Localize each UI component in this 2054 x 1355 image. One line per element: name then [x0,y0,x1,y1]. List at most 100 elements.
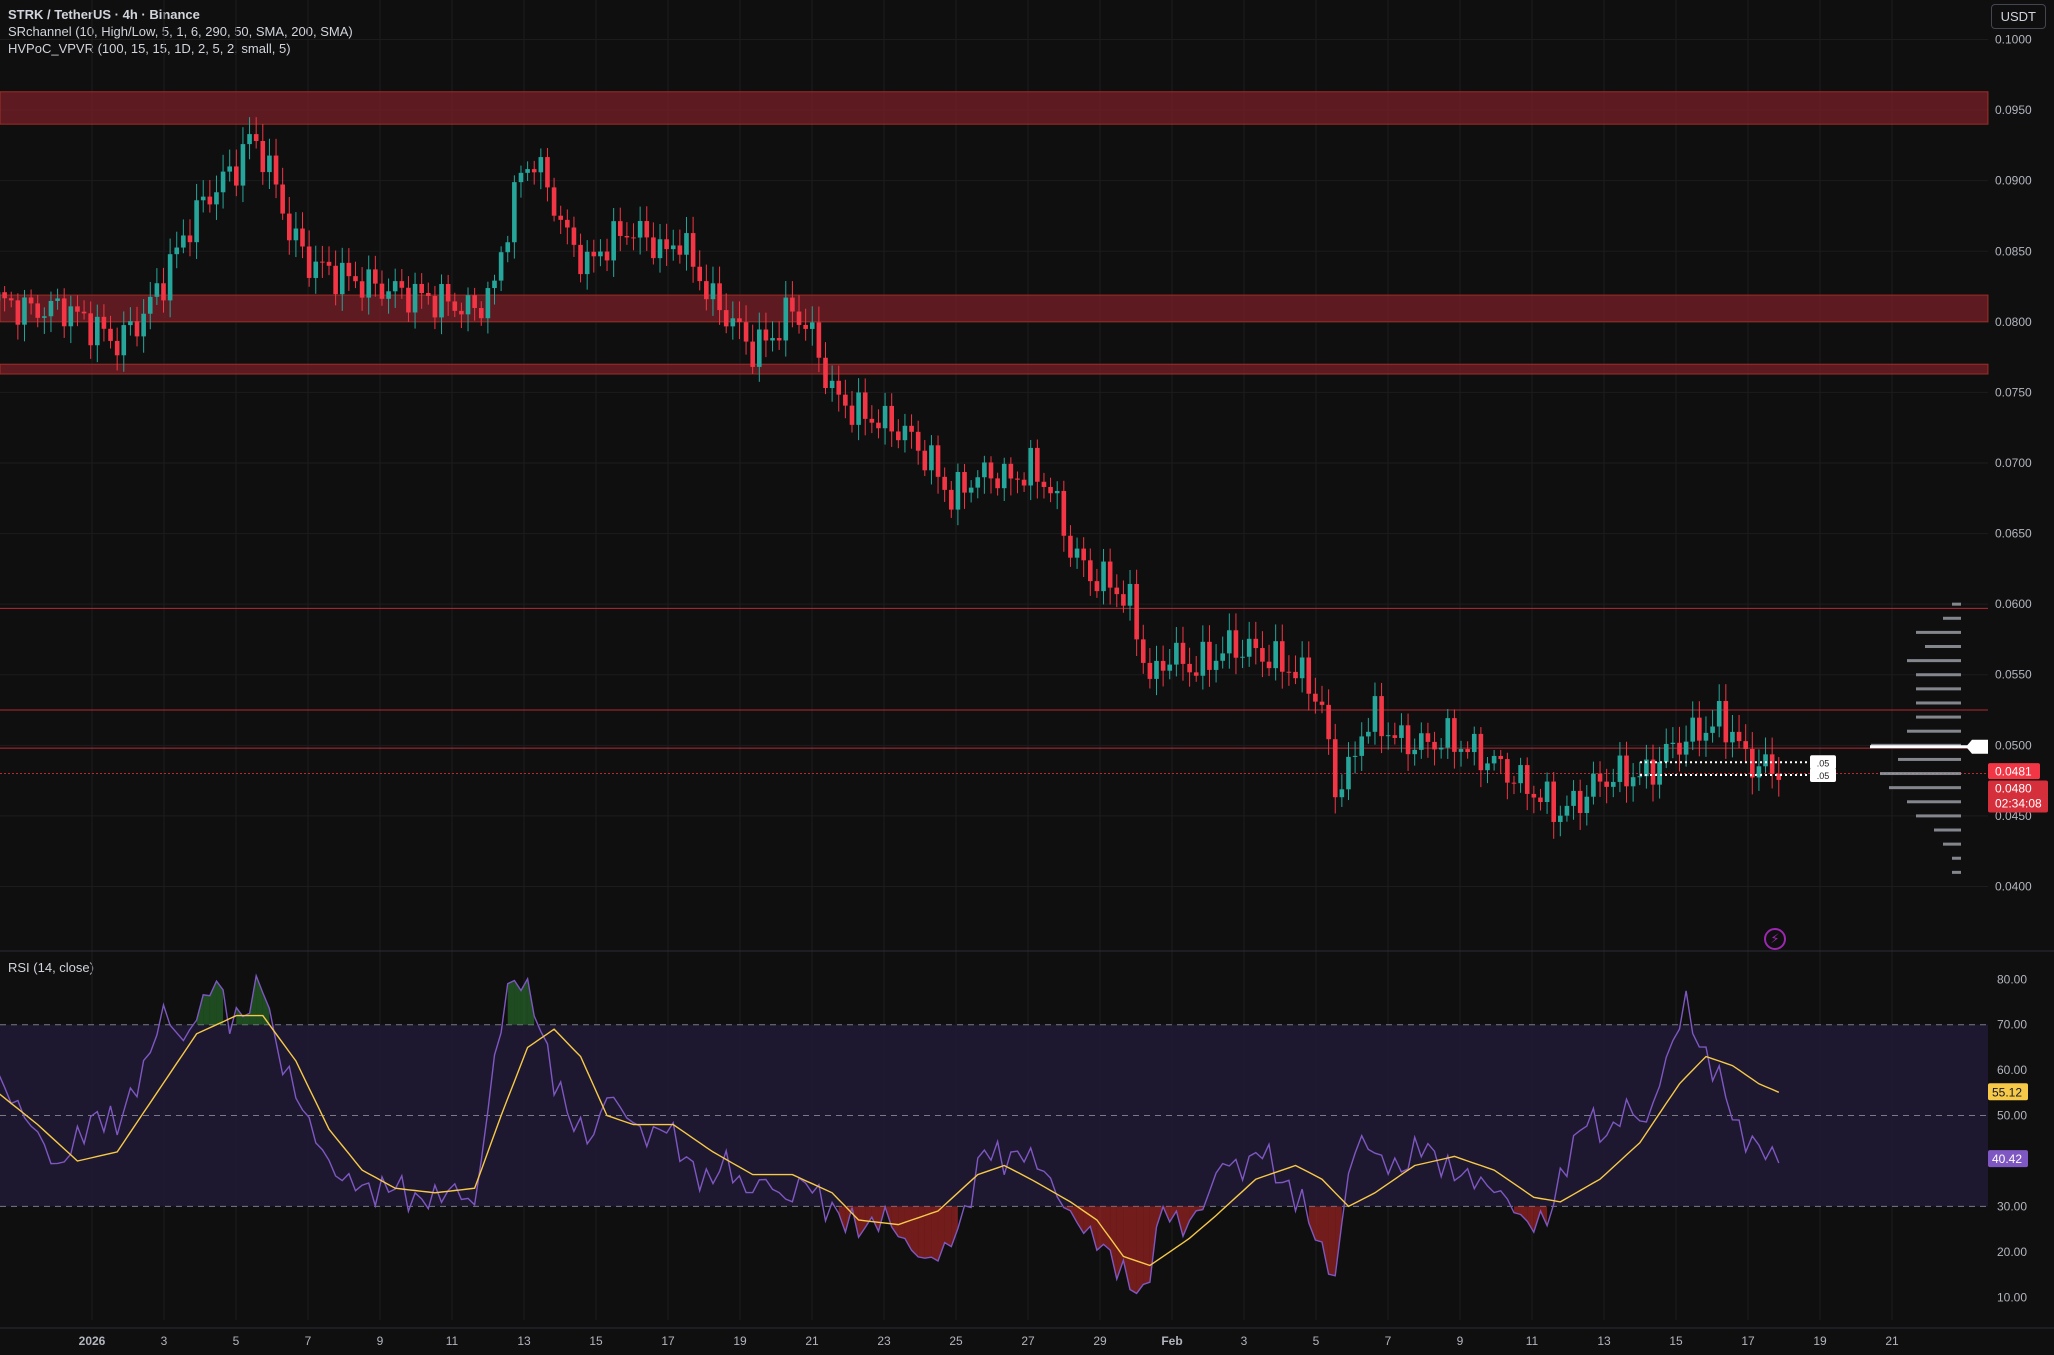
srchannel-indicator-label[interactable]: SRchannel (10, High/Low, 5, 1, 6, 290, 5… [8,24,353,39]
candle-body [1001,463,1007,489]
poc-marker [1966,739,1988,754]
candle-body [1094,581,1100,592]
candle-body [386,291,391,299]
candle-body [1180,642,1186,664]
lightning-icon[interactable]: ⚡ [1764,928,1786,950]
candle-body [770,338,775,341]
candle-body [306,246,312,278]
candle-body [1293,671,1298,679]
rsi-oversold-fill [931,1206,939,1261]
candle-body [247,134,252,145]
candle-body [1564,805,1570,816]
rsi-oversold-fill [1096,1206,1104,1251]
candle-body [763,329,769,341]
symbol-title[interactable]: STRK / TetherUS · 4h · Binance [8,7,200,22]
candle-body [1061,490,1067,536]
candle-body [1465,749,1470,753]
candle-body [604,251,610,261]
rsi-tick-label: 30.00 [1997,1199,2027,1213]
price-tick-label: 0.0400 [1995,879,2032,893]
candle-body [1419,733,1424,750]
volume-profile-bar [1916,814,1961,818]
candle-body [1604,781,1609,787]
hvpoc-indicator-label[interactable]: HVPoC_VPVR (100, 15, 15, 1D, 2, 5, 2, sm… [8,41,291,56]
candle-body [591,251,597,257]
candle-body [320,261,325,263]
rsi-line [0,973,1780,1295]
candle-body [1240,656,1245,658]
time-tick-label: 5 [233,1334,240,1348]
candle-body [1074,548,1080,558]
candle-body [1663,743,1669,763]
candle-body [1359,736,1365,756]
rsi-ma-line [0,1014,1780,1267]
candle-body [1121,594,1126,606]
candle-body [253,134,259,141]
price-tick-label: 0.0550 [1995,668,2032,682]
candle-body [1392,735,1398,738]
candle-body [1730,731,1735,743]
candle-body [1538,797,1543,803]
candle-body [525,169,530,173]
candle-body [42,316,47,318]
candle-body [1167,664,1173,671]
candle-body [862,392,868,419]
candle-body [1227,630,1232,654]
candle-body [664,239,669,250]
candle-body [339,262,345,295]
rsi-value: 40.42 [1992,1152,2022,1166]
rsi-ma-value: 55.12 [1992,1085,2022,1099]
candle-body [472,295,477,309]
candle-body [379,283,385,299]
candle-body [1088,560,1093,582]
candle-body [1187,663,1192,673]
candle-body [1610,781,1616,787]
candle-body [2,292,7,299]
candle-body [1677,742,1682,755]
last-price-label: 0.0481 [1995,765,2032,779]
candle-body [1584,796,1590,814]
hvpoc-markers: .05.05 [1640,755,1836,782]
candle-body [28,297,34,304]
rsi-oversold-fill [944,1206,952,1247]
candle-body [717,283,722,311]
candle-body [1617,755,1623,782]
rsi-oversold-fill [904,1206,912,1251]
rsi-oversold-fill [871,1206,879,1232]
time-tick-label: 21 [1885,1334,1899,1348]
volume-profile-bar [1943,616,1961,620]
candle-body [505,242,511,253]
volume-profile-bar [1916,715,1961,719]
rsi-legend[interactable]: RSI (14, close) [8,960,94,975]
time-tick-label: 17 [1741,1334,1755,1348]
candle-body [677,245,683,255]
rsi-oversold-fill [1315,1206,1322,1242]
time-tick-label: 7 [1385,1334,1392,1348]
rsi-overbought-fill [203,994,210,1025]
candle-body [1750,748,1755,778]
rsi-oversold-fill [1328,1206,1336,1276]
candle-body [167,254,173,301]
candle-body [1491,755,1497,764]
volume-profile-bar [1907,729,1961,733]
candle-body [518,172,524,183]
rsi-overbought-fill [216,981,224,1025]
candle-body [392,281,398,292]
candle-body [1511,782,1517,784]
sr-zone [0,91,1989,125]
candle-body [1101,561,1106,592]
candle-body [1260,648,1265,662]
price-tick-label: 0.1000 [1995,33,2032,47]
candle-body [816,322,822,358]
candle-body [161,283,166,301]
currency-button[interactable]: USDT [1990,4,2046,29]
candle-body [1346,756,1351,790]
candle-body [1008,463,1014,479]
candle-body [915,431,921,451]
rsi-oversold-fill [1308,1206,1316,1241]
volume-profile-bar [1916,701,1961,705]
candle-body [1558,815,1563,822]
candle-body [644,221,650,238]
candle-body [1776,773,1782,780]
